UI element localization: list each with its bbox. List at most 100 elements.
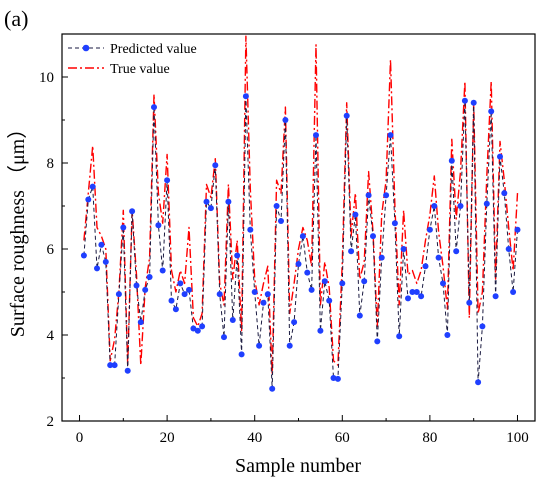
predicted-point bbox=[286, 342, 293, 349]
predicted-point bbox=[431, 203, 438, 209]
predicted-point bbox=[159, 267, 166, 274]
predicted-point bbox=[212, 162, 219, 169]
predicted-point bbox=[80, 252, 87, 259]
predicted-point bbox=[444, 332, 451, 338]
predicted-point bbox=[514, 226, 521, 233]
predicted-point bbox=[186, 286, 192, 293]
predicted-point bbox=[264, 291, 271, 298]
predicted-point bbox=[348, 248, 355, 255]
predicted-point bbox=[203, 198, 210, 205]
legend-marker-predicted bbox=[82, 44, 90, 52]
predicted-point bbox=[234, 252, 241, 259]
predicted-point bbox=[448, 157, 455, 164]
predicted-point bbox=[164, 177, 171, 184]
predicted-point bbox=[207, 205, 214, 212]
predicted-point bbox=[383, 192, 390, 199]
predicted-point bbox=[405, 295, 411, 302]
predicted-point bbox=[409, 289, 416, 295]
predicted-point bbox=[387, 132, 394, 139]
predicted-point bbox=[396, 333, 403, 340]
y-tick-label: 2 bbox=[47, 414, 55, 430]
predicted-point bbox=[256, 342, 263, 349]
predicted-point bbox=[124, 367, 131, 374]
predicted-point bbox=[168, 297, 175, 304]
predicted-point bbox=[251, 289, 258, 295]
x-tick-label: 40 bbox=[247, 430, 262, 446]
predicted-point bbox=[308, 286, 315, 293]
y-tick-label: 8 bbox=[47, 156, 55, 172]
legend-label-predicted: Predicted value bbox=[110, 42, 197, 57]
predicted-point bbox=[111, 362, 118, 369]
predicted-point bbox=[304, 269, 311, 276]
x-tick-label: 100 bbox=[506, 430, 529, 446]
predicted-point bbox=[352, 211, 359, 218]
predicted-point bbox=[247, 226, 254, 233]
x-tick-label: 20 bbox=[160, 430, 175, 446]
predicted-point bbox=[102, 258, 109, 265]
predicted-point bbox=[216, 291, 223, 298]
predicted-point bbox=[129, 208, 136, 215]
predicted-point bbox=[85, 196, 92, 203]
predicted-point bbox=[133, 282, 140, 289]
predicted-point bbox=[361, 278, 368, 285]
predicted-point bbox=[453, 248, 460, 255]
predicted-point bbox=[510, 289, 517, 295]
predicted-point bbox=[221, 334, 227, 341]
x-axis-label: Sample number bbox=[235, 455, 361, 477]
series-layer bbox=[83, 35, 519, 390]
predicted-point bbox=[413, 289, 420, 295]
predicted-point bbox=[466, 299, 473, 306]
predicted-point bbox=[505, 246, 512, 252]
predicted-point bbox=[365, 192, 372, 199]
predicted-point bbox=[400, 246, 407, 252]
predicted-point bbox=[273, 203, 280, 209]
series-line-predicted-value bbox=[83, 95, 518, 390]
predicted-point bbox=[378, 254, 385, 261]
predicted-point bbox=[94, 265, 100, 272]
predicted-point bbox=[339, 280, 346, 287]
predicted-point bbox=[142, 286, 149, 293]
predicted-point bbox=[483, 200, 490, 207]
predicted-point bbox=[370, 233, 376, 240]
predicted-point bbox=[291, 319, 298, 326]
x-axis: 0 20 40 60 80 100 bbox=[76, 415, 529, 446]
predicted-point bbox=[321, 278, 328, 285]
predicted-point bbox=[242, 93, 249, 100]
predicted-point bbox=[391, 220, 398, 227]
predicted-point bbox=[418, 293, 425, 300]
predicted-point bbox=[497, 153, 503, 160]
predicted-point bbox=[229, 317, 236, 323]
predicted-point bbox=[282, 117, 289, 123]
predicted-point bbox=[177, 280, 184, 287]
predicted-point bbox=[120, 224, 127, 231]
predicted-point bbox=[475, 379, 482, 386]
panel-label: (a) bbox=[4, 6, 29, 31]
x-tick-label: 80 bbox=[422, 430, 437, 446]
y-axis-label: Surface roughness （μm） bbox=[6, 119, 29, 337]
predicted-point bbox=[457, 203, 464, 209]
legend: Predicted value True value bbox=[68, 42, 197, 77]
y-tick-label: 4 bbox=[47, 328, 55, 344]
predicted-point bbox=[98, 241, 105, 248]
predicted-point bbox=[225, 198, 232, 205]
y-axis: 2 4 6 8 10 bbox=[39, 70, 68, 430]
predicted-point bbox=[107, 362, 114, 369]
predicted-point bbox=[334, 375, 341, 382]
predicted-point bbox=[422, 263, 429, 270]
y-tick-label: 6 bbox=[47, 242, 55, 258]
predicted-point bbox=[194, 327, 201, 334]
predicted-point bbox=[479, 323, 486, 330]
predicted-point bbox=[343, 112, 350, 119]
predicted-point bbox=[440, 280, 446, 287]
predicted-point bbox=[470, 99, 477, 106]
y-tick-label: 10 bbox=[39, 70, 54, 86]
x-tick-label: 60 bbox=[335, 430, 350, 446]
predicted-point bbox=[374, 338, 381, 345]
predicted-point bbox=[295, 261, 302, 267]
predicted-point bbox=[181, 291, 188, 298]
predicted-point bbox=[501, 190, 508, 197]
predicted-point bbox=[317, 327, 324, 334]
series-line-true-value bbox=[83, 35, 519, 375]
predicted-point bbox=[299, 233, 306, 240]
